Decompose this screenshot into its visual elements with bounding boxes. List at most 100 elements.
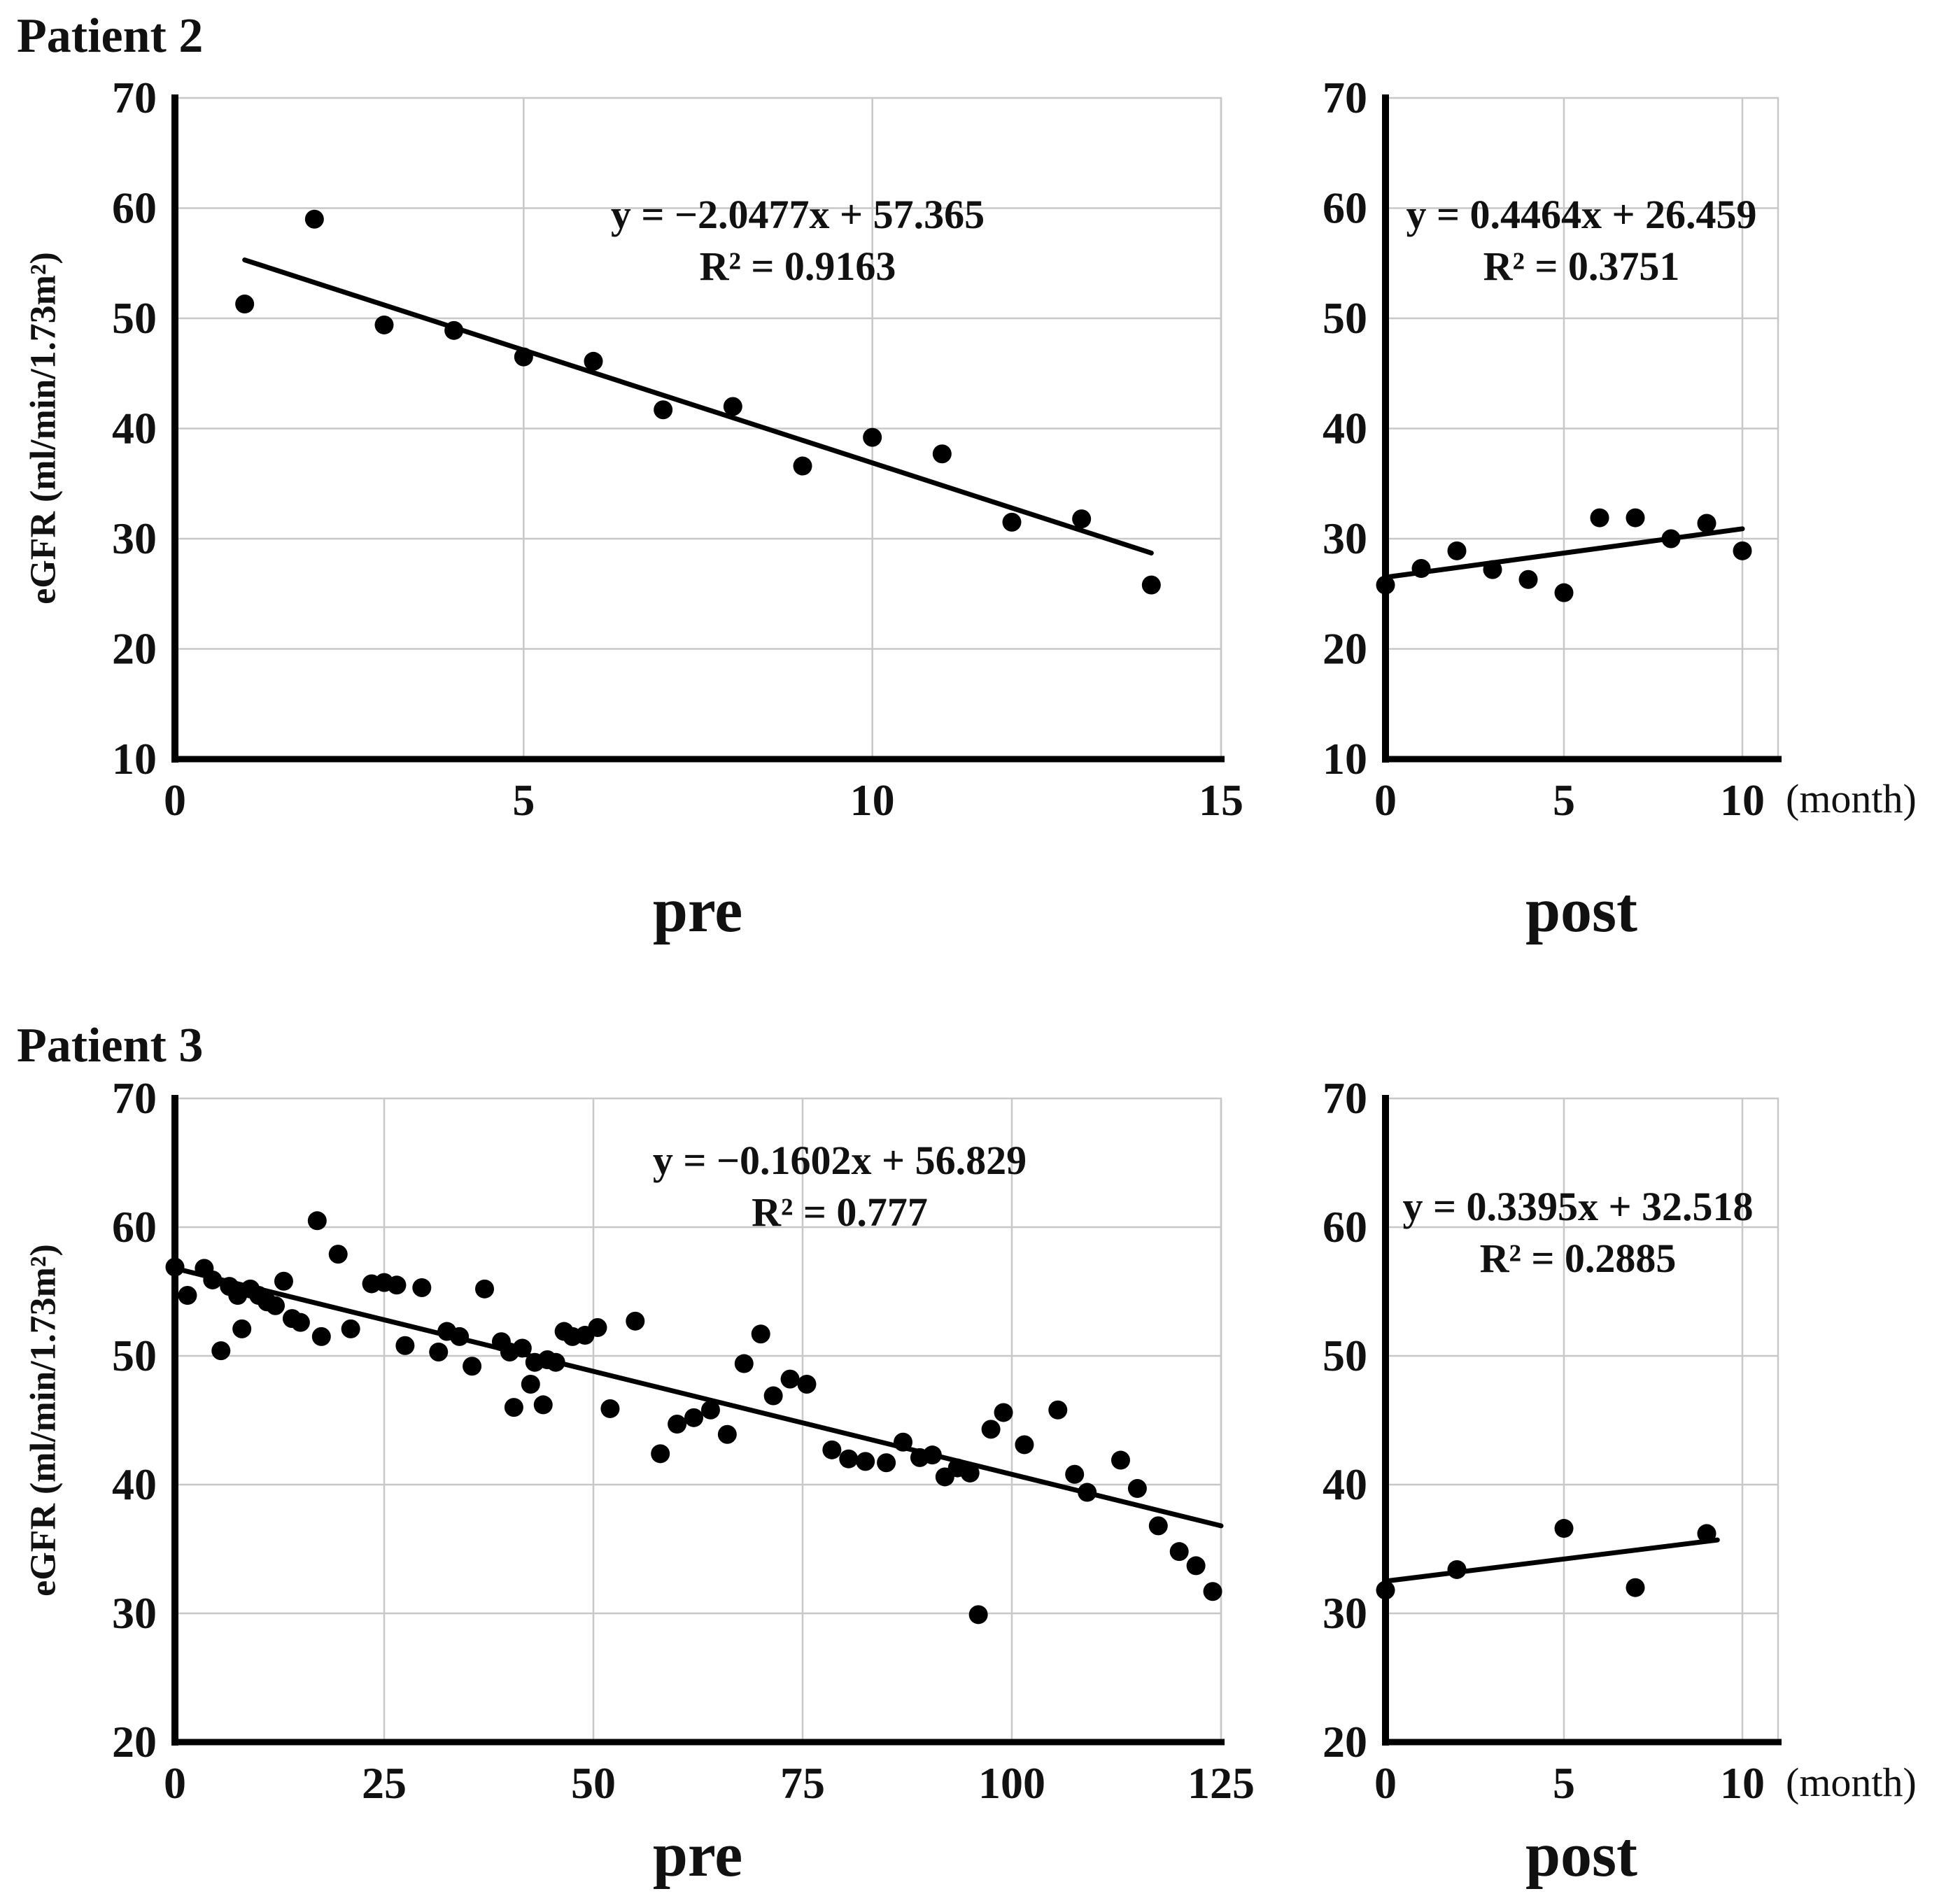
data-point: [1447, 541, 1467, 560]
y-tick-label: 30: [112, 514, 157, 563]
y-tick-label: 20: [112, 624, 157, 674]
y-tick-label: 70: [112, 73, 157, 122]
data-point: [968, 1605, 988, 1625]
data-point: [856, 1452, 875, 1471]
data-point: [994, 1403, 1013, 1422]
r-squared-line: R² = 0.9163: [699, 243, 896, 289]
data-point: [514, 347, 533, 367]
data-point: [444, 320, 464, 340]
trend-line: [1383, 1537, 1720, 1584]
data-point: [304, 209, 324, 229]
y-tick-label: 60: [112, 183, 157, 233]
y-tick-label: 10: [112, 734, 157, 784]
data-point: [1148, 1516, 1168, 1536]
data-point: [328, 1245, 348, 1264]
data-point: [822, 1440, 842, 1459]
data-point: [1590, 508, 1609, 528]
data-point: [1048, 1400, 1068, 1420]
y-tick-label: 70: [112, 1073, 157, 1123]
data-point: [1072, 509, 1092, 529]
patient3-pre-axis-title: pre: [652, 1820, 743, 1890]
data-point: [395, 1336, 415, 1355]
data-point: [1554, 1519, 1574, 1538]
x-tick-label: 5: [1553, 775, 1575, 825]
data-point: [751, 1324, 770, 1344]
data-point: [450, 1327, 470, 1346]
trend-line: [172, 1266, 1224, 1529]
equation-line: y = −2.0477x + 57.365: [610, 192, 985, 237]
y-tick-label: 30: [112, 1588, 157, 1638]
patient3-pre-plot: 20 30 40 50 60 70 0 25 50 75 100 125: [112, 1073, 1255, 1808]
y-tick-label: 40: [112, 1459, 157, 1509]
patient3-post-axis-title: post: [1525, 1820, 1638, 1890]
y-tick-label: 60: [1323, 183, 1367, 233]
x-tick-label: 0: [164, 1758, 186, 1808]
data-point: [1065, 1464, 1085, 1484]
y-tick-label: 50: [1323, 293, 1367, 343]
data-point: [922, 1445, 942, 1465]
patient3-title: Patient 3: [17, 1019, 204, 1073]
patient2-pre-axis-title: pre: [652, 876, 743, 945]
y-tick-label: 40: [1323, 404, 1367, 453]
r-squared-line: R² = 0.3751: [1483, 243, 1680, 289]
data-point: [274, 1271, 293, 1291]
data-point: [1697, 514, 1716, 533]
x-tick-label: 50: [571, 1758, 616, 1808]
data-point: [463, 1357, 482, 1376]
y-tick-label: 50: [112, 1331, 157, 1380]
data-point: [1002, 512, 1022, 532]
x-tick-label: 10: [850, 775, 895, 825]
x-tick-label: 100: [978, 1758, 1045, 1808]
data-point: [1697, 1524, 1716, 1543]
r-squared-line: R² = 0.2885: [1479, 1236, 1677, 1281]
patient2-month-unit-label: (month): [1786, 776, 1917, 821]
patient3-month-unit-label: (month): [1786, 1760, 1917, 1805]
x-tick-label: 10: [1720, 775, 1765, 825]
y-tick-label: 20: [112, 1717, 157, 1767]
data-point: [165, 1257, 185, 1277]
patient3-post-plot: 20 30 40 50 60 70 0 5 10: [1323, 1073, 1782, 1808]
y-tick-label: 10: [1323, 734, 1367, 784]
data-point: [1111, 1450, 1130, 1470]
data-point: [203, 1270, 223, 1289]
data-point: [1127, 1479, 1147, 1499]
data-point: [412, 1278, 432, 1297]
data-point: [533, 1395, 553, 1415]
data-point: [684, 1408, 704, 1427]
data-point: [1626, 1578, 1645, 1597]
patient2-pre-plot: 10 20 30 40 50 60 70 0 5 10 15: [112, 73, 1243, 825]
patient3-pre-equation-block: y = −0.1602x + 56.829 R² = 0.777: [525, 1135, 1155, 1238]
data-point: [734, 1354, 754, 1373]
data-point: [863, 427, 882, 447]
data-point: [1015, 1435, 1034, 1455]
data-point: [211, 1341, 231, 1361]
patient2-post-plot: 10 20 30 40 50 60 70 0 5 10: [1323, 73, 1782, 825]
data-point: [1141, 575, 1161, 595]
y-tick-label: 40: [112, 404, 157, 453]
patient2-post-equation-block: y = 0.4464x + 26.459 R² = 0.3751: [1337, 189, 1826, 292]
data-point: [290, 1313, 310, 1332]
data-point: [1078, 1483, 1097, 1502]
data-point: [429, 1342, 449, 1361]
data-point: [1376, 575, 1395, 595]
data-point: [588, 1318, 607, 1338]
patient2-post-axis-title: post: [1525, 876, 1638, 945]
y-tick-label: 40: [1323, 1459, 1367, 1509]
data-point: [651, 1444, 670, 1464]
data-point: [700, 1400, 720, 1420]
data-point: [626, 1311, 645, 1331]
y-tick-label: 70: [1323, 1073, 1367, 1123]
data-point: [374, 315, 394, 334]
x-tick-label: 10: [1720, 1758, 1765, 1808]
data-point: [1518, 570, 1538, 589]
y-tick-label: 20: [1323, 624, 1367, 674]
equation-line: y = 0.4464x + 26.459: [1406, 192, 1757, 237]
x-tick-label: 0: [1374, 775, 1397, 825]
y-tick-label: 30: [1323, 514, 1367, 563]
data-point: [1661, 529, 1681, 549]
equation-line: y = −0.1602x + 56.829: [652, 1138, 1027, 1183]
data-point: [780, 1369, 800, 1389]
y-tick-label: 60: [112, 1202, 157, 1252]
